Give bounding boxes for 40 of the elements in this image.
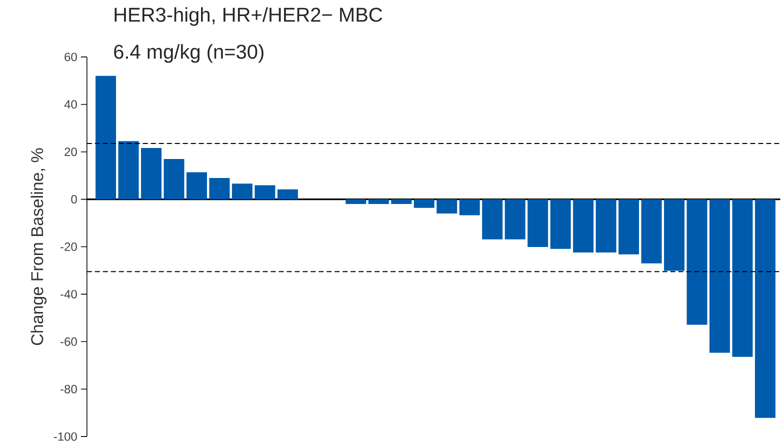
y-tick-label: -60 xyxy=(60,337,77,346)
y-tick-label: 0 xyxy=(71,194,77,204)
bar xyxy=(550,199,571,249)
bar xyxy=(186,172,207,200)
bar xyxy=(346,199,366,204)
bar xyxy=(436,199,458,214)
bar xyxy=(664,199,684,271)
y-tick-label: 60 xyxy=(64,52,77,62)
bar xyxy=(618,199,640,254)
bar xyxy=(482,199,503,240)
bar xyxy=(573,199,594,252)
bar xyxy=(754,199,776,418)
bar xyxy=(391,199,412,204)
y-tick-label: -100 xyxy=(54,432,77,441)
bar xyxy=(414,199,434,208)
y-tick-label: 40 xyxy=(64,100,77,109)
bar xyxy=(118,141,139,200)
y-axis-title: Change From Baseline, % xyxy=(30,148,47,345)
bar xyxy=(732,199,753,357)
bar xyxy=(504,199,526,240)
bar xyxy=(368,199,389,204)
y-tick-label: -20 xyxy=(60,242,77,251)
chart-title: HER3-high, HR+/HER2− MBC xyxy=(114,7,382,26)
bar xyxy=(686,199,708,325)
bar xyxy=(641,199,662,264)
bar xyxy=(528,199,548,247)
bar xyxy=(254,185,276,200)
chart-subtitle: 6.4 mg/kg (n=30) xyxy=(114,44,264,63)
bar xyxy=(141,148,162,200)
bar xyxy=(709,199,730,353)
bar xyxy=(596,199,616,252)
y-tick-label: -80 xyxy=(60,384,77,394)
y-tick-label: 20 xyxy=(64,148,77,156)
bar xyxy=(96,76,116,200)
bar xyxy=(164,158,184,200)
y-tick-label: -40 xyxy=(60,290,77,298)
bar xyxy=(209,178,230,200)
bar xyxy=(459,199,480,216)
bar xyxy=(277,189,298,200)
bar xyxy=(232,184,252,200)
